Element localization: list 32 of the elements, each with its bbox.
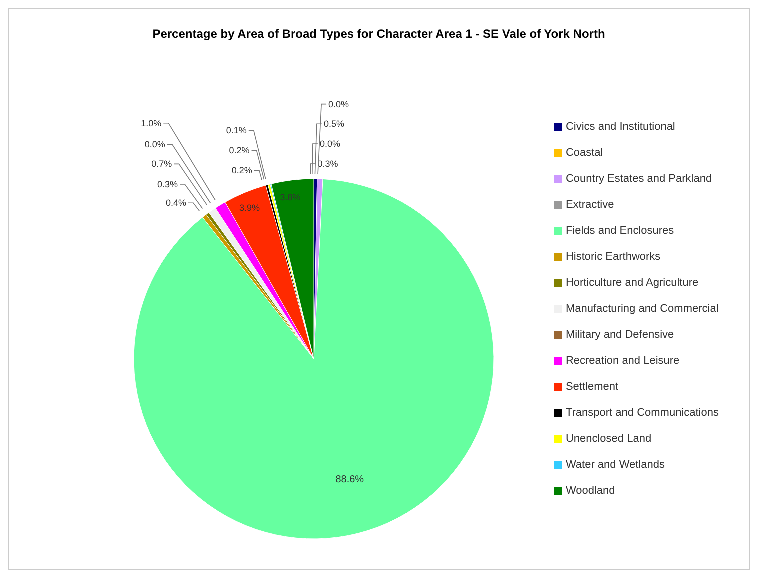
data-label: 88.6% xyxy=(336,474,364,486)
legend-label: Horticulture and Agriculture xyxy=(566,277,699,289)
legend-label: Water and Wetlands xyxy=(566,459,665,471)
data-label: 3.8% xyxy=(280,192,301,202)
data-label: 0.3% xyxy=(318,159,338,170)
legend-label: Civics and Institutional xyxy=(566,121,676,133)
chart-title: Percentage by Area of Broad Types for Character Area 1 - SE Vale of York North xyxy=(152,26,606,41)
text: 0.0% xyxy=(144,140,166,150)
legend-label: Extractive xyxy=(566,199,614,211)
legend-label: Manufacturing and Commercial xyxy=(566,303,719,315)
data-label: 0.1% xyxy=(226,126,247,136)
legend-label: Historic Earthworks xyxy=(566,251,661,263)
legend-label: Country Estates and Parkland xyxy=(566,173,712,185)
legend-label: Settlement xyxy=(566,381,619,393)
data-label: 0.2% xyxy=(232,166,252,176)
data-label: 1.0% xyxy=(141,118,162,128)
data-label: 0.7% xyxy=(152,159,172,170)
data-label: 0.2% xyxy=(229,146,250,156)
data-label: 0.4% xyxy=(166,198,186,208)
legend-label: Transport and Communications xyxy=(566,407,719,419)
legend-label: Military and Defensive xyxy=(566,329,674,341)
data-label: 3.9% xyxy=(240,202,260,213)
legend-label: Fields and Enclosures xyxy=(566,225,674,237)
data-label: 0.3% xyxy=(158,179,178,190)
pie-slice xyxy=(134,178,494,540)
text: 0.0% xyxy=(320,139,340,150)
legend-label: Unenclosed Land xyxy=(566,433,652,445)
legend-label: Coastal xyxy=(566,147,604,159)
text: 0.0% xyxy=(328,99,350,110)
data-label: 0.5% xyxy=(324,119,344,130)
legend-label: Recreation and Leisure xyxy=(566,355,680,367)
legend-label: Woodland xyxy=(566,485,616,497)
